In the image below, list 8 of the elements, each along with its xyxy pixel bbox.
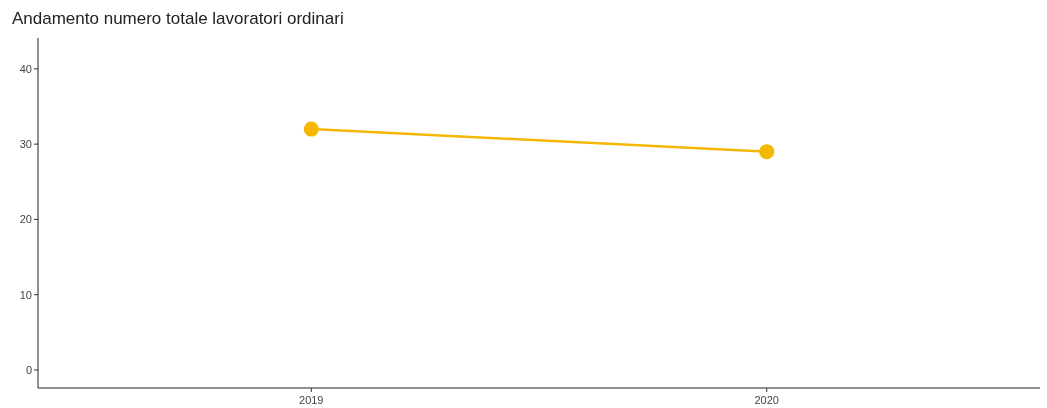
chart-title: Andamento numero totale lavoratori ordinari: [12, 9, 344, 28]
y-tick-label: 0: [25, 363, 32, 376]
y-tick-label: 40: [19, 62, 32, 75]
x-tick-label: 2019: [299, 394, 324, 406]
y-tick-label: 30: [19, 137, 32, 150]
x-tick-label: 2020: [754, 394, 779, 406]
y-tick-label: 20: [19, 213, 32, 226]
y-tick-label: 10: [19, 288, 32, 301]
